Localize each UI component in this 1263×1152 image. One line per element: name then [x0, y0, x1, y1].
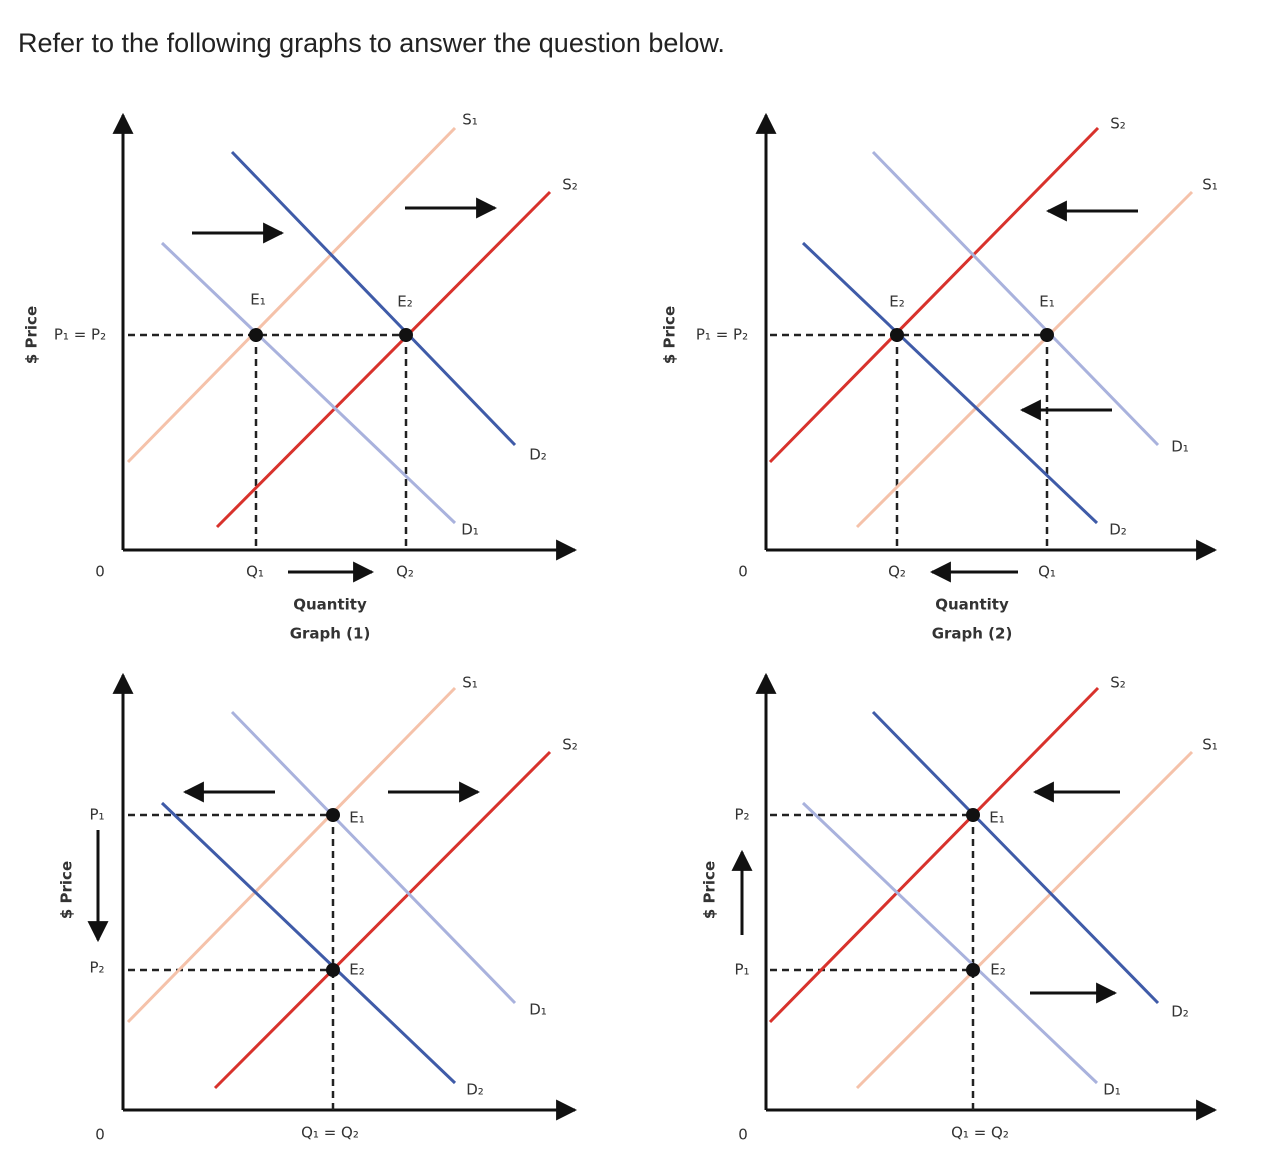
- curve: [871, 150, 1160, 447]
- quantity-label: Q₂: [396, 563, 414, 581]
- quantity-label: Q₁ = Q₂: [951, 1124, 1009, 1142]
- price-label: P₂: [89, 959, 104, 977]
- curve: [230, 710, 517, 1005]
- curve: [871, 710, 1160, 1005]
- x-axis-title: Quantity: [293, 596, 367, 614]
- point-label: E₂: [349, 961, 365, 979]
- curve-label: D₁: [1103, 1081, 1121, 1099]
- equilibrium-point: [326, 963, 340, 977]
- point-label: E₂: [990, 961, 1006, 979]
- curve-label: D₁: [461, 521, 479, 539]
- curve-label: S₁: [1202, 736, 1218, 754]
- curve: [801, 801, 1099, 1085]
- equilibrium-point: [966, 808, 980, 822]
- curve-label: D₂: [529, 446, 547, 464]
- curve-label: D₂: [1171, 1003, 1189, 1021]
- point-label: E₁: [349, 809, 365, 827]
- equilibrium-point: [399, 328, 413, 342]
- curve: [213, 750, 552, 1090]
- price-axis-label: $ Price: [701, 861, 719, 919]
- curve: [230, 150, 517, 447]
- curve: [126, 686, 457, 1024]
- curve-label: S₁: [1202, 176, 1218, 194]
- point-label: E₂: [889, 293, 905, 311]
- curve: [160, 241, 457, 525]
- curve: [215, 190, 552, 529]
- curve-label: S₂: [1110, 674, 1126, 692]
- curve-label: S₁: [462, 111, 478, 129]
- curve-label: D₂: [1109, 521, 1127, 539]
- curve-label: S₁: [462, 674, 478, 692]
- curve: [126, 126, 457, 464]
- price-label: P₁: [89, 806, 104, 824]
- curve: [160, 801, 457, 1085]
- curve-label: D₂: [466, 1081, 484, 1099]
- equilibrium-point: [1040, 328, 1054, 342]
- curve-label: D₁: [1171, 438, 1189, 456]
- curve-label: S₂: [1110, 115, 1126, 133]
- equilibrium-point: [249, 328, 263, 342]
- origin-label: 0: [738, 563, 748, 581]
- price-axis-label: $ Price: [661, 306, 679, 364]
- curve-label: S₂: [562, 736, 578, 754]
- price-label: P₁ = P₂: [696, 326, 748, 344]
- equilibrium-point: [890, 328, 904, 342]
- heading: Refer to the following graphs to answer …: [18, 28, 725, 58]
- point-label: E₂: [397, 293, 413, 311]
- origin-label: 0: [738, 1126, 748, 1144]
- curve: [855, 750, 1194, 1090]
- origin-label: 0: [95, 563, 105, 581]
- point-label: E₁: [1039, 293, 1055, 311]
- price-label: P₁ = P₂: [54, 326, 106, 344]
- price-axis-label: $ Price: [23, 306, 41, 364]
- curve: [768, 126, 1100, 464]
- graph-caption: Graph (2): [932, 625, 1013, 643]
- equilibrium-point: [966, 963, 980, 977]
- origin-label: 0: [95, 1126, 105, 1144]
- curve: [855, 190, 1194, 529]
- price-label: P₁: [734, 961, 749, 979]
- point-label: E₁: [250, 291, 266, 309]
- quantity-label: Q₁: [1038, 563, 1056, 581]
- equilibrium-point: [326, 808, 340, 822]
- x-axis-title: Quantity: [935, 596, 1009, 614]
- curve: [768, 686, 1100, 1024]
- point-label: E₁: [989, 809, 1005, 827]
- curve-label: S₂: [562, 176, 578, 194]
- quantity-label: Q₁: [246, 563, 264, 581]
- curve-label: D₁: [529, 1001, 547, 1019]
- price-label: P₂: [734, 806, 749, 824]
- quantity-label: Q₁ = Q₂: [301, 1124, 359, 1142]
- quantity-label: Q₂: [888, 563, 906, 581]
- price-axis-label: $ Price: [58, 861, 76, 919]
- curve: [801, 241, 1099, 525]
- graph-caption: Graph (1): [290, 625, 371, 643]
